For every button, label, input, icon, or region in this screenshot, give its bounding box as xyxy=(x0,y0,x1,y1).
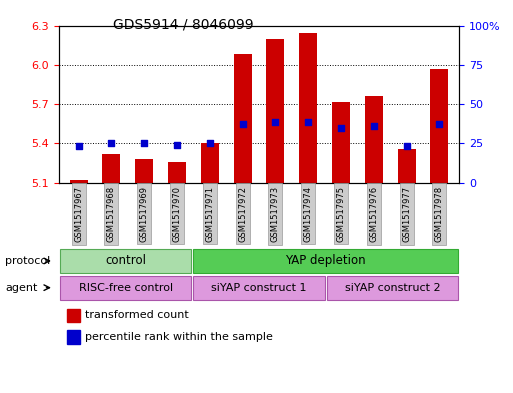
Bar xyxy=(135,159,153,183)
Point xyxy=(140,140,148,147)
Text: GSM1517968: GSM1517968 xyxy=(107,186,116,242)
Text: RISC-free control: RISC-free control xyxy=(78,283,173,293)
FancyBboxPatch shape xyxy=(60,249,191,273)
Point xyxy=(239,121,247,127)
Text: GSM1517976: GSM1517976 xyxy=(369,186,379,242)
Text: GSM1517972: GSM1517972 xyxy=(238,186,247,242)
Bar xyxy=(103,154,121,183)
Point xyxy=(74,143,83,149)
FancyBboxPatch shape xyxy=(193,275,325,300)
Text: GSM1517977: GSM1517977 xyxy=(402,186,411,242)
Bar xyxy=(398,149,416,183)
Point xyxy=(337,125,345,131)
Bar xyxy=(233,54,252,183)
Bar xyxy=(67,309,80,322)
Bar xyxy=(332,101,350,183)
Text: GDS5914 / 8046099: GDS5914 / 8046099 xyxy=(113,18,253,32)
Text: siYAP construct 2: siYAP construct 2 xyxy=(345,283,440,293)
Bar xyxy=(365,96,383,183)
FancyBboxPatch shape xyxy=(60,275,191,300)
Point xyxy=(370,123,378,130)
Point xyxy=(304,119,312,126)
Text: control: control xyxy=(105,254,146,268)
Bar xyxy=(266,39,285,183)
Text: GSM1517978: GSM1517978 xyxy=(435,186,444,242)
FancyBboxPatch shape xyxy=(193,249,458,273)
Point xyxy=(271,119,280,126)
Bar xyxy=(168,162,186,183)
Bar xyxy=(201,143,219,183)
Bar xyxy=(70,180,88,183)
Bar xyxy=(430,69,448,183)
Text: YAP depletion: YAP depletion xyxy=(285,254,366,268)
Point xyxy=(403,143,411,149)
Text: percentile rank within the sample: percentile rank within the sample xyxy=(85,332,272,342)
Point xyxy=(206,140,214,147)
Text: GSM1517967: GSM1517967 xyxy=(74,186,83,242)
Text: GSM1517973: GSM1517973 xyxy=(271,186,280,242)
Text: GSM1517970: GSM1517970 xyxy=(172,186,182,242)
Text: GSM1517975: GSM1517975 xyxy=(337,186,346,242)
Text: protocol: protocol xyxy=(5,256,50,266)
Text: transformed count: transformed count xyxy=(85,310,188,320)
Text: GSM1517969: GSM1517969 xyxy=(140,186,149,242)
Point xyxy=(173,141,181,148)
Bar xyxy=(299,33,317,183)
Text: GSM1517971: GSM1517971 xyxy=(205,186,214,242)
Text: siYAP construct 1: siYAP construct 1 xyxy=(211,283,307,293)
Point xyxy=(436,121,444,127)
FancyBboxPatch shape xyxy=(327,275,458,300)
Text: agent: agent xyxy=(5,283,37,293)
Text: GSM1517974: GSM1517974 xyxy=(304,186,313,242)
Bar xyxy=(67,330,80,344)
Point xyxy=(107,140,115,147)
